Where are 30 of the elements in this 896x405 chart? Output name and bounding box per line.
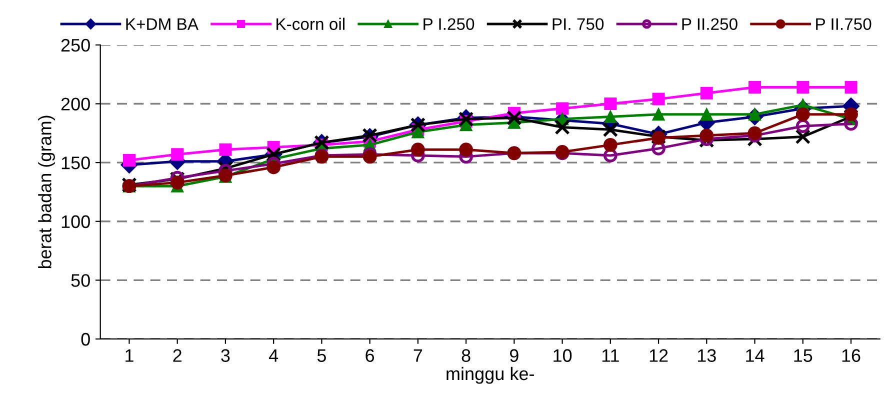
legend-label: P I.250 [424, 18, 474, 30]
y-tick-label: 50 [71, 274, 90, 287]
x-tick-label: 12 [650, 349, 668, 362]
x-tick-label: 11 [602, 349, 619, 362]
legend-label: K-corn oil [276, 18, 344, 30]
x-tick-label: 10 [554, 349, 572, 362]
x-tick-label: 9 [510, 349, 518, 362]
legend-label: PI. 750 [552, 18, 604, 30]
x-tick-label: 13 [698, 349, 716, 362]
y-tick-label: 100 [62, 215, 90, 228]
x-tick-label: 15 [794, 349, 812, 362]
x-axis-title: minggu ke- [446, 366, 534, 384]
x-tick-label: 8 [462, 349, 470, 362]
y-axis-title: berat badan (gram) [38, 116, 55, 268]
x-tick-label: 16 [842, 349, 860, 362]
y-tick-label: 0 [81, 332, 90, 346]
legend-label: P II.250 [682, 18, 738, 30]
x-tick-label: 3 [221, 349, 230, 362]
y-tick-label: 250 [61, 38, 90, 52]
legend-label: P II.750 [816, 18, 872, 30]
legend-label: K+DM BA [126, 18, 198, 30]
x-tick-label: 1 [126, 349, 134, 362]
y-tick-label: 150 [62, 156, 90, 170]
x-tick-label: 14 [746, 349, 764, 362]
y-tick-label: 200 [61, 98, 90, 110]
x-tick-label: 5 [317, 349, 326, 362]
x-tick-label: 4 [268, 349, 278, 362]
x-tick-label: 6 [366, 349, 374, 362]
x-tick-label: 7 [414, 349, 422, 362]
x-tick-label: 2 [173, 349, 182, 362]
